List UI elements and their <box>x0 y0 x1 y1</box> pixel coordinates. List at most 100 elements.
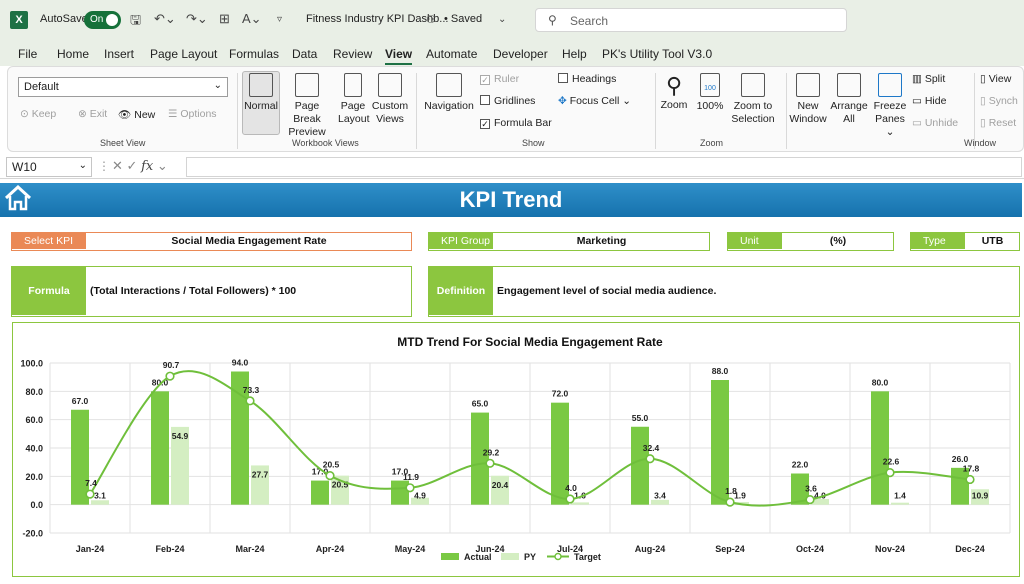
normal-view-button[interactable] <box>242 71 280 135</box>
unhide-button[interactable]: ▭ Unhide <box>912 117 959 129</box>
options-button[interactable]: ☰ Options <box>168 108 217 120</box>
select-kpi-field[interactable]: Select KPI Social Media Engagement Rate <box>11 232 412 251</box>
new-sheet-view-button[interactable]: 👁 New <box>118 109 156 121</box>
data-label-py: 4.0 <box>814 491 826 501</box>
x-tick-label: Nov-24 <box>875 544 905 554</box>
legend-label-target: Target <box>574 552 601 562</box>
data-label-py: 54.9 <box>172 431 189 441</box>
group-label-workbook-views: Workbook Views <box>292 138 359 148</box>
drag-handle-icon[interactable]: ⋮ <box>98 159 110 173</box>
data-label-actual: 17.0 <box>392 467 409 477</box>
type-label: Type <box>911 233 965 249</box>
page-break-icon <box>295 73 319 97</box>
data-label-actual: 17.0 <box>312 467 329 477</box>
group-label-sheet-view: Sheet View <box>100 138 146 148</box>
navigation-button[interactable]: Navigation <box>422 73 476 113</box>
data-label-actual: 65.0 <box>472 399 489 409</box>
ruler-checkbox[interactable]: ✓ Ruler <box>480 73 520 85</box>
trend-chart[interactable]: MTD Trend For Social Media Engagement Ra… <box>12 322 1020 577</box>
headings-checkbox[interactable]: Headings <box>558 73 616 85</box>
custom-views-button[interactable]: Custom Views <box>370 73 410 126</box>
chevron-down-icon: ⌄ <box>213 80 222 91</box>
page-layout-icon <box>344 73 362 97</box>
freeze-panes-icon <box>878 73 902 97</box>
select-kpi-label: Select KPI <box>12 233 86 249</box>
formula-value: (Total Interactions / Total Followers) *… <box>90 285 297 297</box>
borders-icon[interactable]: ⊞ <box>219 11 230 26</box>
y-tick-label: 20.0 <box>25 472 43 482</box>
data-label-target: 1.8 <box>725 486 737 496</box>
data-label-target: 7.4 <box>85 478 97 488</box>
select-kpi-value[interactable]: Social Media Engagement Rate <box>171 235 327 247</box>
hide-button[interactable]: ▭ Hide <box>912 95 947 107</box>
kpi-group-field: KPI Group Marketing <box>428 232 710 251</box>
formula-controls: ✕ ✓ fx ⌄ <box>112 158 168 174</box>
font-color-icon[interactable]: A⌄ <box>242 11 262 26</box>
tab-formulas[interactable]: Formulas <box>229 47 280 61</box>
tab-review[interactable]: Review <box>333 47 373 61</box>
autosave-toggle[interactable]: On <box>84 11 121 29</box>
excel-logo-icon: X <box>10 11 28 29</box>
y-tick-label: -20.0 <box>22 529 43 539</box>
formula-bar-checkbox[interactable]: ✓ Formula Bar <box>480 117 552 129</box>
data-label-py: 3.4 <box>654 491 666 501</box>
formula-input[interactable] <box>186 157 1022 177</box>
freeze-panes-button[interactable]: Freeze Panes ⌄ <box>870 73 910 139</box>
home-icon[interactable] <box>4 185 32 211</box>
tab-insert[interactable]: Insert <box>104 47 135 61</box>
tab-view[interactable]: View <box>385 47 413 65</box>
view-side-by-side-button[interactable]: ▯ View <box>980 73 1012 85</box>
data-label-actual: 72.0 <box>552 389 569 399</box>
keep-button[interactable]: ⊙ Keep <box>20 108 57 120</box>
search-icon: ⚲ <box>548 13 557 27</box>
arrange-all-icon <box>837 73 861 97</box>
tab-developer[interactable]: Developer <box>493 47 548 61</box>
synch-scrolling-button[interactable]: ▯ Synch <box>980 95 1018 107</box>
chevron-down-icon: ⌄ <box>78 160 87 171</box>
enter-icon[interactable]: ✓ <box>126 158 138 173</box>
legend-label-py: PY <box>524 552 536 562</box>
tab-help[interactable]: Help <box>562 47 587 61</box>
data-label-actual: 80.0 <box>872 377 889 387</box>
data-label-py: 20.4 <box>492 480 509 490</box>
data-label-py: 1.9 <box>734 491 746 501</box>
tab-home[interactable]: Home <box>57 47 90 61</box>
zoom-button[interactable]: ⚲ Zoom <box>658 73 690 112</box>
redo-icon[interactable]: ↷⌄ <box>186 11 208 26</box>
page-break-preview-button[interactable]: Page Break Preview <box>280 73 334 139</box>
exit-button[interactable]: ⊗ Exit <box>78 108 108 120</box>
page-layout-view-button[interactable]: Page Layout <box>338 73 370 126</box>
sheet-view-select[interactable]: Default ⌄ <box>18 77 228 97</box>
data-label-actual: 80.0 <box>152 377 169 387</box>
gridlines-checkbox[interactable]: Gridlines <box>480 95 535 107</box>
insert-function-icon[interactable]: fx <box>141 159 154 174</box>
cancel-icon[interactable]: ✕ <box>112 158 123 173</box>
focus-cell-button[interactable]: ✥ Focus Cell ⌄ <box>558 95 632 107</box>
tab-automate[interactable]: Automate <box>426 47 478 61</box>
split-button[interactable]: ▥ Split <box>912 73 946 85</box>
customize-qat-icon[interactable]: ▿ <box>277 14 283 25</box>
target-point <box>325 471 335 481</box>
tab-data[interactable]: Data <box>292 47 318 61</box>
tab-file[interactable]: File <box>18 47 38 61</box>
zoom-to-selection-button[interactable]: Zoom to Selection <box>730 73 776 126</box>
reset-position-button[interactable]: ▯ Reset <box>980 117 1017 129</box>
saved-status[interactable]: • Saved <box>444 13 483 25</box>
share-person-icon[interactable]: ⚇ <box>426 14 436 26</box>
arrange-all-button[interactable]: Arrange All <box>828 73 870 126</box>
kpi-group-label: KPI Group <box>429 233 493 249</box>
tab-pk-utility[interactable]: PK's Utility Tool V3.0 <box>602 47 713 61</box>
tab-page-layout[interactable]: Page Layout <box>150 47 218 61</box>
undo-icon[interactable]: ↶⌄ <box>154 11 176 26</box>
save-icon[interactable]: 🖫 <box>130 12 142 27</box>
name-box[interactable]: W10 ⌄ <box>6 157 92 177</box>
new-window-button[interactable]: New Window <box>788 73 828 126</box>
zoom-100-button[interactable]: 100 100% <box>694 73 726 113</box>
y-tick-label: 0.0 <box>30 500 43 510</box>
formula-bar: W10 ⌄ ⋮ ✕ ✓ fx ⌄ <box>0 155 1024 179</box>
search-input[interactable]: ⚲ Search <box>535 8 847 32</box>
legend-swatch-py <box>501 553 519 560</box>
x-tick-label: Jan-24 <box>76 544 105 554</box>
saved-chevron-icon[interactable]: ⌄ <box>498 14 507 25</box>
chevron-down-icon[interactable]: ⌄ <box>156 158 168 173</box>
